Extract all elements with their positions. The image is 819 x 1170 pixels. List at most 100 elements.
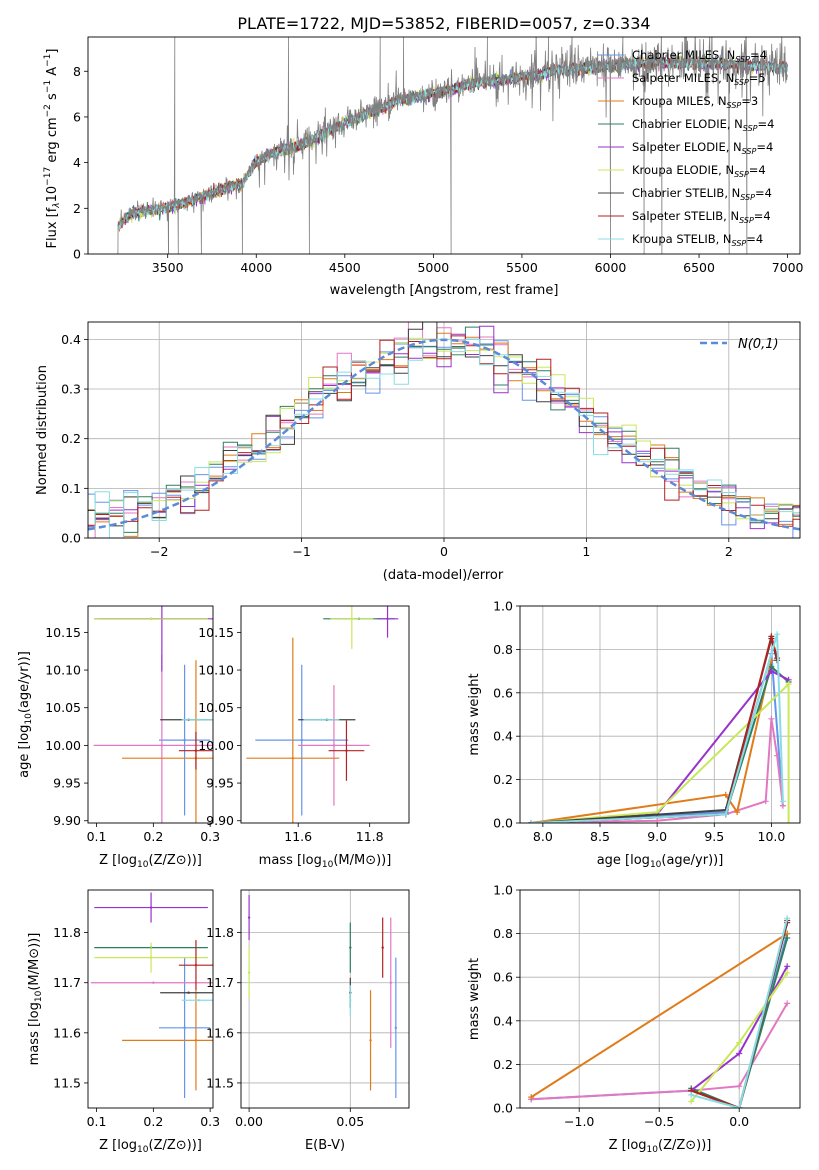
- x-tick-label: 0.1: [87, 1114, 107, 1129]
- x-tick-label: 8.0: [533, 829, 553, 844]
- x-axis-label: (data-model)/error: [383, 568, 504, 583]
- legend-label-salpeter_miles: Salpeter MILES, NSSP=5: [632, 71, 766, 87]
- point-salpeter_stelib: [194, 963, 198, 967]
- weight-marker-kroupa_elodie: [784, 969, 791, 976]
- weight-marker-salpeter_elodie: [784, 963, 791, 970]
- legend-label-kroupa_stelib: Kroupa STELIB, NSSP=4: [632, 232, 763, 248]
- weight-marker-salpeter_stelib: [768, 633, 775, 640]
- x-tick-label: 2: [725, 544, 733, 559]
- y-tick-label: 0.8: [493, 926, 513, 941]
- weight-marker-kroupa_stelib: [736, 1105, 743, 1108]
- point-chabrier_miles: [183, 738, 186, 742]
- y-tick-label: 10.05: [198, 700, 234, 715]
- y-tick-label: 10.10: [198, 663, 234, 678]
- x-tick-label: 10.0: [758, 829, 786, 844]
- axis-label: Z [log10(Z/Z⊙))]: [99, 853, 202, 870]
- y-axis-label: mass weight: [467, 958, 482, 1040]
- point-salpeter_stelib: [194, 749, 198, 752]
- x-tick-label: 1: [582, 544, 590, 559]
- normal-curve: [88, 338, 800, 531]
- y-tick-label: 0.3: [61, 382, 81, 397]
- y-tick-label: 0: [73, 247, 81, 262]
- plot-area: [88, 322, 800, 538]
- point-salpeter_miles: [160, 744, 164, 747]
- y-tick-label: 10.00: [45, 738, 81, 753]
- legend-label-kroupa_elodie: Kroupa ELODIE, NSSP=4: [632, 163, 766, 179]
- weight-marker-kroupa_stelib: [688, 1091, 695, 1098]
- weight-line-kroupa_stelib: [531, 633, 784, 823]
- x-tick-label: −1.0: [564, 1114, 594, 1129]
- axis-label: mass [log10(M/M⊙))]: [259, 853, 392, 870]
- y-tick-label: 9.90: [206, 813, 234, 828]
- y-tick-label: 0.4: [61, 332, 81, 347]
- point-salpeter_stelib: [345, 749, 348, 752]
- weight-marker-salpeter_elodie: [736, 1050, 743, 1057]
- point-kroupa_miles: [194, 1039, 198, 1042]
- y-tick-label: 11.5: [206, 1075, 234, 1090]
- x-tick-label: 0.2: [143, 1114, 163, 1129]
- y-tick-label: 9.95: [53, 776, 81, 791]
- x-tick-label: 8.5: [590, 829, 610, 844]
- weight-line-kroupa_miles: [531, 660, 773, 823]
- y-tick-label: 0.0: [493, 816, 513, 831]
- y-tick-label: 10.05: [45, 700, 81, 715]
- y-tick-label: 1.0: [493, 883, 513, 898]
- y-tick-label: 10.00: [198, 738, 234, 753]
- legend-label-chabrier_stelib: Chabrier STELIB, NSSP=4: [632, 186, 772, 202]
- x-tick-label: 11.6: [284, 829, 312, 844]
- legend-label-chabrier_elodie: Chabrier ELODIE, NSSP=4: [632, 117, 774, 133]
- point-chabrier_stelib: [187, 991, 190, 994]
- y-tick-label: 1.0: [493, 599, 513, 614]
- plot-area: [528, 631, 792, 823]
- x-tick-label: 0.1: [87, 829, 107, 844]
- x-tick-label: 6000: [595, 260, 627, 275]
- residual-histogram-kroupa_elodie: [88, 337, 800, 530]
- weight-marker-kroupa_elodie: [688, 1098, 695, 1105]
- weight-marker-salpeter_miles: [762, 798, 769, 805]
- weight-line-kroupa_elodie: [531, 681, 790, 823]
- axes-frame: [519, 889, 801, 1109]
- point-chabrier_miles: [394, 1026, 398, 1030]
- axes-frame: [240, 889, 410, 1109]
- point-salpeter_stelib: [381, 946, 384, 949]
- point-chabrier_elodie: [349, 946, 352, 949]
- y-tick-label: 0.0: [61, 531, 81, 546]
- plot-mass_vs_ebv: 0.00 0.05 11.5 11.6 11.7 11.8 E(B-V): [206, 889, 410, 1153]
- y-tick-label: 6: [73, 109, 81, 124]
- observed-spectrum: [117, 37, 788, 254]
- point-chabrier_miles: [183, 1026, 186, 1030]
- point-salpeter_elodie: [247, 916, 251, 919]
- weight-marker-kroupa_miles: [528, 1094, 535, 1101]
- y-axis-label: Normed distribution: [35, 365, 50, 495]
- point-kroupa_elodie: [247, 971, 251, 974]
- x-tick-label: 0: [440, 544, 448, 559]
- x-tick-label: 0.2: [143, 829, 163, 844]
- axes-frame: [87, 36, 801, 255]
- axis-label: age [log10(age/yr))]: [17, 651, 34, 778]
- weight-marker-chabrier_elodie: [784, 935, 791, 941]
- weight-marker-kroupa_elodie: [736, 1039, 743, 1046]
- y-tick-label: 10.15: [198, 625, 234, 640]
- legend-label-chabrier_miles: Chabrier MILES, NSSP=4: [632, 48, 767, 64]
- plot-area: [90, 892, 213, 1098]
- y-tick-label: 11.8: [53, 925, 81, 940]
- legend-label-salpeter_elodie: Salpeter ELODIE, NSSP=4: [632, 140, 773, 156]
- axes-frame: [87, 889, 214, 1109]
- x-tick-label: −2: [150, 544, 168, 559]
- point-salpeter_elodie: [386, 617, 389, 621]
- residual-histogram-salpeter_elodie: [88, 325, 800, 530]
- x-tick-label: 0.05: [336, 1114, 364, 1129]
- y-tick-label: 0.4: [493, 1013, 513, 1028]
- point-salpeter_miles: [389, 981, 392, 984]
- y-tick-label: 11.7: [206, 975, 234, 990]
- weight-marker-kroupa_stelib: [784, 915, 791, 922]
- x-tick-label: 0.00: [235, 1114, 263, 1129]
- y-tick-label: 0.2: [493, 1057, 513, 1072]
- figure-title: PLATE=1722, MJD=53852, FIBERID=0057, z=0…: [237, 14, 650, 33]
- y-tick-label: 0.0: [493, 1101, 513, 1116]
- residual-histogram-salpeter_stelib: [88, 335, 800, 527]
- point-kroupa_stelib: [197, 999, 200, 1002]
- plot-age_vs_Z: 0.1 0.2 0.3 9.90 9.95 10.00 10.05 10.10 10.15 Z […: [17, 605, 220, 870]
- plot-spectrum: 3500 4000 4500 5000 5500 6000 6500 7000 0 2 4 6 8 wav…: [43, 36, 804, 298]
